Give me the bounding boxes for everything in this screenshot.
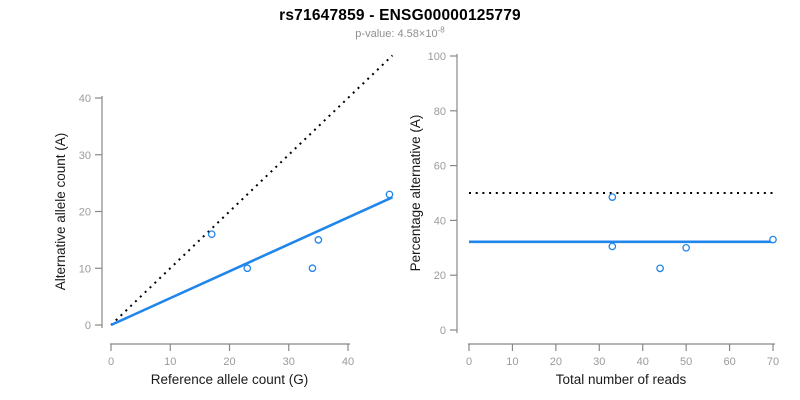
data-point [314, 236, 323, 244]
y-axis-tick-label: 0 [440, 325, 446, 337]
x-axis-tick-label: 0 [466, 356, 472, 368]
x-axis-tick-label: 30 [283, 356, 295, 368]
data-point [308, 264, 317, 273]
x-axis-tick-label: 70 [767, 356, 779, 368]
x-axis-title: Reference allele count (G) [151, 372, 309, 387]
x-axis-title: Total number of reads [556, 372, 687, 387]
data-point [608, 242, 617, 251]
y-axis-tick-label: 40 [434, 215, 446, 227]
y-axis-tick-label: 80 [434, 106, 446, 118]
y-axis-tick-label: 10 [79, 263, 91, 275]
data-point [682, 243, 691, 252]
y-axis-tick-label: 30 [79, 150, 91, 162]
identity-line [110, 54, 394, 326]
x-axis-tick-label: 20 [223, 356, 235, 368]
p-value-text: p-value: 4.58×10 [355, 28, 438, 40]
data-point [385, 190, 394, 199]
figure-header: rs71647859 - ENSG00000125779 p-value: 4.… [0, 0, 800, 40]
data-point [769, 235, 777, 244]
percentage-chart: 0 20 40 60 80 100 0 10 20 30 40 50 60 70 Total number … [408, 51, 779, 387]
allele-count-chart: 0 10 20 30 40 0 10 20 30 40 Reference allele count… [53, 54, 394, 387]
x-axis-tick-label: 10 [164, 356, 176, 368]
x-axis-tick-label: 40 [342, 356, 354, 368]
data-point [608, 193, 617, 201]
x-axis-tick-label: 40 [637, 356, 649, 368]
y-axis-title: Percentage alternative (A) [408, 115, 423, 272]
p-value-exponent: -8 [437, 25, 445, 35]
x-axis-tick-label: 50 [680, 356, 692, 368]
data-point [656, 264, 664, 273]
y-axis-title: Alternative allele count (A) [53, 133, 68, 291]
y-axis-tick-label: 100 [428, 51, 446, 63]
figure-subtitle: p-value: 4.58×10-8 [0, 25, 800, 40]
x-axis-tick-label: 0 [108, 356, 114, 368]
figure-title: rs71647859 - ENSG00000125779 [279, 7, 521, 24]
x-axis-tick-label: 60 [723, 356, 735, 368]
x-axis-tick-label: 20 [550, 356, 562, 368]
fit-line [110, 196, 393, 327]
y-axis-tick-label: 20 [434, 270, 446, 282]
data-point [243, 264, 252, 273]
y-axis-tick-label: 20 [79, 207, 91, 219]
x-axis-tick-label: 30 [593, 356, 605, 368]
x-axis-tick-label: 10 [506, 356, 518, 368]
y-axis-tick-label: 0 [85, 320, 91, 332]
y-axis-tick-label: 60 [434, 161, 446, 173]
data-point [207, 230, 216, 239]
y-axis-tick-label: 40 [79, 93, 91, 105]
